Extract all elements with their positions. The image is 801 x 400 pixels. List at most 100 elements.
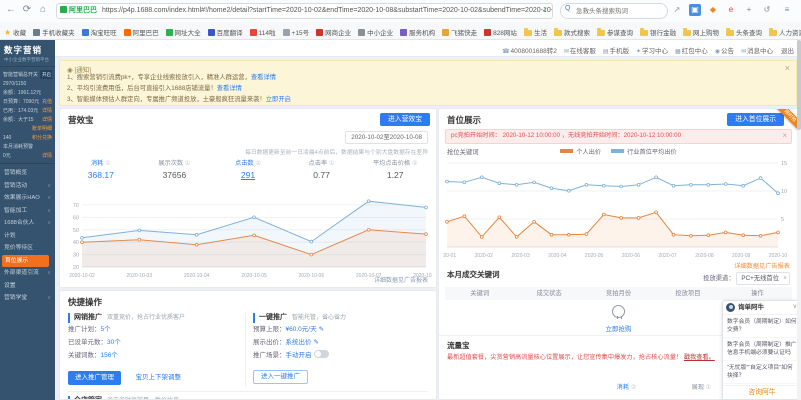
info-action-link[interactable]: 积分兑换 [31,135,52,141]
notice-link[interactable]: 立即开启 [265,96,291,103]
svg-text:15: 15 [781,161,787,167]
listing-schedule-link[interactable]: 宝贝上下架调整 [135,374,181,381]
utility-link[interactable]: ✉在线客服 [564,44,596,56]
promo-toggle[interactable] [313,350,329,358]
info-action-link[interactable]: 详情 [41,117,52,123]
utility-link[interactable]: ▦红包中心 [675,44,708,56]
utility-link[interactable]: 退出 [780,44,794,56]
info-action-link[interactable]: 详情 [41,153,52,159]
sidebar-item-1688合伙人[interactable]: 1688合伙人 ∨ [0,217,55,230]
scrollbar-thumb[interactable] [797,40,801,130]
svg-text:60: 60 [73,215,79,221]
collapse-chevron-icon[interactable]: ∨ [792,304,797,310]
sidebar-item-label: 智能加工 [4,207,28,214]
enter-promo-manage-button[interactable]: 进入推广管理 [68,371,121,385]
bookmark-item[interactable]: 手机收藏夹 [33,25,75,39]
compat-mode-icon[interactable]: e [728,5,734,14]
utility-link[interactable]: ☎4008001688转2 [502,44,557,56]
plus-tab-icon[interactable]: + [746,5,752,14]
bookmark-item[interactable]: 参谋查询 [596,25,633,39]
notice-link[interactable]: 查看详情 [250,74,277,81]
bookmark-item[interactable]: 淘宝旺旺 [81,25,117,39]
bookmark-item[interactable]: 网上购物 [682,25,719,39]
channel-label: 投放渠道： [703,275,735,282]
bookmark-item[interactable]: 网址大全 [165,25,201,39]
sidebar-item-计划[interactable]: 计划 [0,230,55,243]
share-icon[interactable]: ↗ [673,5,681,14]
bookmark-item[interactable]: 头条查询 [725,25,762,39]
bookmark-item[interactable]: +15号 [282,25,309,39]
sidebar-item-设置[interactable]: 设置 [0,280,55,293]
back-icon[interactable]: ← [6,4,16,15]
enter-yingxiaobao-button[interactable]: 进入营效宝 [380,113,430,126]
consult-button[interactable]: 咨询阿牛 [723,385,801,399]
bookmark-item[interactable]: 款式搜索 [553,25,590,39]
bid-notice-close-icon[interactable]: × [782,131,787,140]
report-link[interactable]: 详细数据见广告报表 [373,278,428,284]
liuliang-cta-link[interactable]: 戳我查看。 [683,354,715,361]
bookmark-item[interactable]: 生活 [523,25,547,39]
faq-question[interactable]: “无忧版”“自定义项目”如何抉择？ [723,361,801,384]
bookmark-item[interactable]: 828网站 [484,25,517,39]
utility-link[interactable]: ✉消息中心 [741,44,773,56]
edit-icon[interactable]: ✎ [318,326,325,333]
edit-icon[interactable]: ✎ [313,339,319,346]
grab-position-link[interactable]: 立即抢购 [605,326,632,333]
bookmark-item[interactable]: 银行金融 [639,25,676,39]
notice-close-icon[interactable]: × [784,63,790,73]
metric-value[interactable]: 291 [240,170,256,180]
address-bar[interactable]: 阿里巴巴 https://p4p.1688.com/index.html#!/h… [56,3,553,19]
sidebar-item-竞价等待区[interactable]: 竞价等待区 [0,242,55,255]
url-check-icon[interactable]: ✓ [542,7,548,14]
sidebar-item-营销概览[interactable]: 营销概览 [0,167,55,180]
refresh-icon[interactable]: ⟳ [22,4,32,15]
notice-link[interactable]: 查看详情 [216,85,242,92]
shield-icon[interactable]: ◆ [709,5,717,14]
sidebar-item-外部渠道引流[interactable]: 外部渠道引流 ∨ [0,267,55,280]
wangxiao-header: 网销推广 双重竞价，抢占行业优质客户 [68,313,240,323]
liuliang-metric: 消耗 ② [589,383,664,393]
sidebar-item-效果展示HAO[interactable]: 效果展示HAO ∨ [0,192,55,205]
bookmark-label: 收藏 [13,30,27,37]
enter-shouwei-button[interactable]: 进入首位展示 [727,113,784,126]
bookmark-item[interactable]: 114啦 [249,25,276,39]
info-action-link[interactable]: 账单明细 [31,126,52,132]
channel-select[interactable]: PC+无线首位 [736,272,790,285]
bookmark-item[interactable]: 中小企业 [358,25,393,39]
info-action-link[interactable]: 充值 [41,99,52,105]
faq-question[interactable]: 数字会员（周期制定）如何交费？ [723,315,801,338]
browser-search-box[interactable]: Q [560,3,668,19]
bookmark-item[interactable]: 服务机构 [400,25,435,39]
enter-one-key-promo-button[interactable]: 进入一键推广 [253,370,308,384]
info-action-link[interactable]: 详情 [41,108,52,114]
svg-text:2020-02: 2020-02 [475,253,494,259]
site-safety-chip[interactable]: 阿里巴巴 [57,6,100,14]
bookmark-item[interactable]: 阿里巴巴 [123,25,159,39]
sidebar-item-首位展示[interactable]: 首位展示 [2,254,49,267]
svg-text:20: 20 [73,265,79,271]
switch-badge[interactable]: 开启 [40,70,52,79]
undo-icon[interactable]: ↺ [763,5,771,14]
sidebar-item-智能加工[interactable]: 智能加工 ∨ [0,205,55,218]
page-scrollbar[interactable] [797,40,801,400]
faq-question[interactable]: 数字会员（周期制定）推广信息手机端必须要认证吗 [723,338,801,361]
bookmark-item[interactable]: ★ 收藏 [4,24,27,39]
home-icon[interactable]: ⌂ [39,4,47,15]
url-text[interactable]: https://p4p.1688.com/index.html#!/home2/… [101,7,553,14]
sidebar-item-营销学堂[interactable]: 营销学堂 ∨ [0,292,55,305]
utility-link[interactable]: ✦学习中心 [636,44,668,56]
sidebar-item-营销活动[interactable]: 营销活动 ∨ [0,180,55,193]
bookmark-item[interactable]: 百度翻译 [207,25,243,39]
utility-link[interactable]: ▤手机版 [603,44,629,56]
menu-icon[interactable]: ≡ [784,5,790,14]
extension-icon[interactable]: ▣ [689,4,701,16]
svg-text:70: 70 [73,203,79,209]
date-range-picker[interactable]: 2020-10-02至2020-10-08 [345,131,428,144]
bookmark-item[interactable]: 人力资源 [768,25,801,39]
bookmark-item[interactable]: 网商企业 [316,25,351,39]
utility-link[interactable]: ◉公告 [715,44,734,56]
notice-line: 3、智能媒体预估人群定向，专属推广频道投放，土豪般疯狂流量来袭！立即开启 [67,95,796,105]
shouwei-report-link[interactable]: 详细数据见广告报表 [734,263,790,270]
search-input[interactable] [574,4,658,18]
bookmark-item[interactable]: 飞猪快走 [442,25,477,39]
